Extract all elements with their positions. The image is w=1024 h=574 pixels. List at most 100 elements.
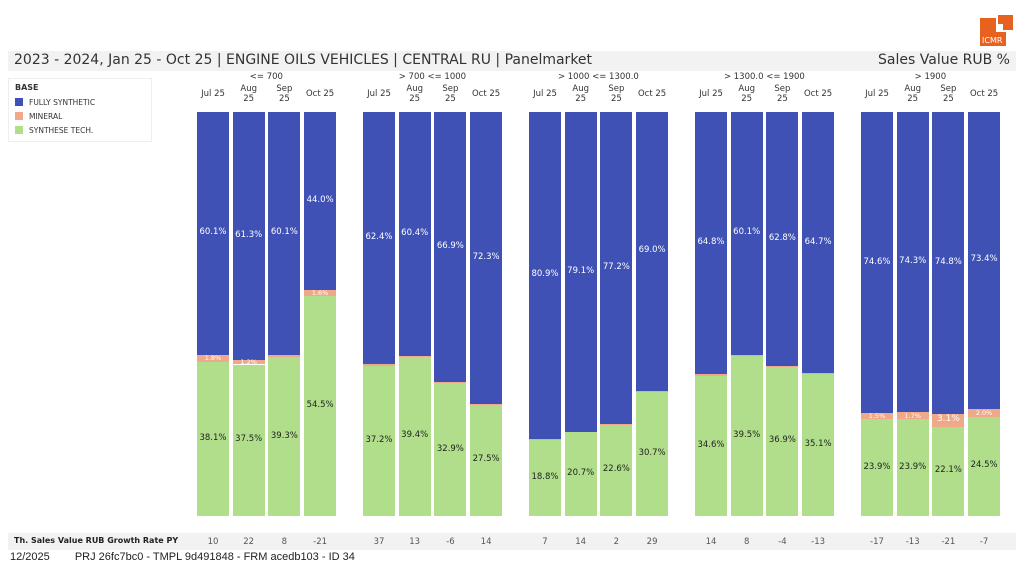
bar: 73.4% 2.0% 24.5%	[968, 112, 1001, 516]
legend-title: BASE	[15, 83, 39, 92]
month-label: Oct 25	[305, 89, 335, 99]
value-label: 74.8%	[934, 257, 962, 268]
segment-fully-synthetic	[470, 112, 503, 405]
bar: 80.9% 18.8%	[529, 112, 561, 516]
title-bar: 2023 - 2024, Jan 25 - Oct 25 | ENGINE OI…	[8, 51, 1016, 71]
segment-synthese-tech	[363, 365, 395, 516]
segment-fully-synthetic	[398, 112, 431, 357]
value-label: 73.4%	[970, 254, 998, 265]
value-label: 64.7%	[804, 236, 832, 247]
segment-mineral	[529, 438, 561, 441]
growth-value: 10	[207, 537, 219, 547]
month-label: Aug 25	[240, 84, 257, 104]
segment-fully-synthetic	[529, 112, 561, 439]
value-label: 23.9%	[863, 461, 891, 472]
segment-fully-synthetic	[695, 112, 727, 374]
segment-fully-synthetic	[932, 112, 965, 415]
month-label: Sep 25	[940, 84, 957, 104]
month-label: Jul 25	[865, 89, 889, 99]
growth-value: -17	[870, 537, 884, 547]
legend-item-mineral: MINERAL	[15, 109, 145, 123]
bar: 62.4% 37.2%	[363, 112, 395, 516]
segment-mineral	[434, 382, 467, 384]
bar: 74.6% 1.5% 23.9%	[861, 112, 893, 516]
legend-item-synthese-tech: SYNTHESE TECH.	[15, 123, 145, 137]
growth-value: 14	[705, 537, 717, 547]
value-label: 66.9%	[436, 241, 464, 252]
month-label: Jul 25	[367, 89, 391, 99]
group-header: > 700 <= 1000	[398, 72, 467, 82]
value-label: 37.5%	[235, 434, 263, 445]
value-label: 54.5%	[306, 400, 334, 411]
value-label: 44.0%	[306, 194, 334, 205]
growth-value: -21	[313, 537, 328, 547]
measure-label: Sales Value RUB %	[878, 52, 1010, 68]
month-label: Aug 25	[904, 84, 921, 104]
value-label: 62.4%	[365, 232, 393, 243]
growth-value: 8	[743, 537, 750, 547]
segment-fully-synthetic	[434, 112, 467, 383]
value-label: 39.4%	[401, 430, 429, 441]
segment-mineral	[766, 365, 799, 367]
value-label: 2.0%	[975, 408, 993, 417]
bar: 60.1% 1.8% 38.1%	[197, 112, 229, 516]
growth-value: -21	[941, 537, 956, 547]
bar: 77.2% 22.6%	[600, 112, 633, 516]
segment-mineral	[695, 373, 727, 377]
segment-fully-synthetic	[304, 112, 337, 290]
segment-mineral	[304, 289, 337, 297]
segment-synthese-tech	[695, 376, 727, 516]
value-label: 1.8%	[204, 354, 222, 363]
value-label: 35.1%	[804, 439, 832, 450]
bar: 64.8% 34.6%	[695, 112, 727, 516]
growth-value: 22	[243, 537, 255, 547]
bar: 74.8% 3.1% 22.1%	[932, 112, 965, 516]
month-label: Sep 25	[774, 84, 791, 104]
segment-mineral	[398, 356, 431, 357]
segment-fully-synthetic	[564, 112, 597, 432]
value-label: 39.3%	[270, 430, 298, 441]
month-label: Oct 25	[969, 89, 999, 99]
growth-value: -13	[811, 537, 826, 547]
chart-title: 2023 - 2024, Jan 25 - Oct 25 | ENGINE OI…	[14, 52, 593, 68]
group-header: > 1900	[914, 72, 947, 82]
segment-fully-synthetic	[802, 112, 835, 374]
bar: 79.1% 20.7%	[564, 112, 597, 516]
value-label: 22.1%	[934, 465, 962, 476]
svg-text:ICMR: ICMR	[982, 36, 1003, 45]
segment-mineral	[470, 404, 503, 405]
growth-value: 14	[480, 537, 492, 547]
segment-synthese-tech	[268, 357, 301, 516]
bar: 60.1% 39.5%	[730, 112, 763, 516]
segment-fully-synthetic	[896, 112, 929, 413]
segment-mineral	[968, 408, 1001, 417]
value-label: 1.7%	[904, 411, 921, 420]
value-label: 27.5%	[472, 454, 500, 465]
bar: 62.8% 36.9%	[766, 112, 799, 516]
value-label: 60.1%	[733, 227, 761, 238]
segment-synthese-tech	[197, 362, 229, 516]
month-label: Aug 25	[572, 84, 589, 104]
segment-mineral	[363, 364, 395, 366]
month-label: Jul 25	[533, 89, 557, 99]
segment-synthese-tech	[932, 426, 965, 516]
value-label: 34.6%	[697, 440, 725, 451]
icmr-logo: ICMR	[980, 14, 1014, 46]
value-label: 62.8%	[768, 232, 796, 243]
growth-row-label: Th. Sales Value RUB Growth Rate PY	[14, 536, 179, 545]
value-label: 77.2%	[602, 261, 630, 272]
month-label: Jul 25	[201, 89, 225, 99]
month-label: Oct 25	[471, 89, 501, 99]
growth-value: 37	[373, 537, 385, 547]
segment-synthese-tech	[304, 296, 337, 516]
segment-synthese-tech	[600, 424, 633, 516]
month-label: Sep 25	[442, 84, 459, 104]
segment-synthese-tech	[470, 404, 503, 516]
growth-value: 14	[575, 537, 587, 547]
value-label: 24.5%	[970, 460, 998, 471]
segment-synthese-tech	[861, 419, 893, 516]
bar: 61.3% 1.2% 37.5%	[232, 112, 265, 516]
growth-value: 29	[646, 537, 658, 547]
bar: 72.3% 27.5%	[470, 112, 503, 516]
value-label: 60.1%	[270, 227, 298, 238]
